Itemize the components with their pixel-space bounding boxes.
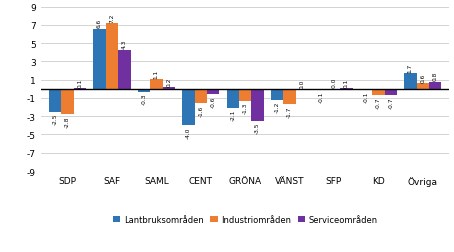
Text: -0.1: -0.1 <box>319 91 324 103</box>
Text: 7.2: 7.2 <box>109 14 114 23</box>
Bar <box>227 89 239 109</box>
Bar <box>163 88 175 89</box>
Bar <box>150 79 163 89</box>
Bar <box>207 89 219 95</box>
Text: 1.1: 1.1 <box>154 69 159 78</box>
Bar <box>340 88 353 89</box>
Bar <box>360 89 372 90</box>
Text: -0.7: -0.7 <box>388 97 393 108</box>
Bar <box>106 24 118 89</box>
Text: -1.6: -1.6 <box>198 105 203 116</box>
Text: 0.1: 0.1 <box>344 78 349 87</box>
Text: 0.0: 0.0 <box>300 79 305 88</box>
Bar <box>93 29 106 89</box>
Bar <box>252 89 264 121</box>
Bar <box>283 89 296 105</box>
Bar <box>316 89 328 90</box>
Text: -0.0: -0.0 <box>331 77 336 88</box>
Bar <box>404 74 417 89</box>
Text: -0.6: -0.6 <box>211 96 216 107</box>
Text: -2.1: -2.1 <box>230 110 235 121</box>
Bar <box>61 89 74 115</box>
Text: -2.8: -2.8 <box>65 116 70 128</box>
Text: 0.1: 0.1 <box>78 78 83 87</box>
Bar <box>194 89 207 104</box>
Bar <box>138 89 150 92</box>
Text: -3.5: -3.5 <box>255 122 260 134</box>
Text: 0.2: 0.2 <box>166 77 171 86</box>
Text: -0.7: -0.7 <box>376 97 381 108</box>
Bar <box>182 89 194 126</box>
Text: -2.5: -2.5 <box>53 113 58 125</box>
Text: 6.6: 6.6 <box>97 19 102 28</box>
Bar <box>49 89 61 112</box>
Legend: Lantbruksområden, Industriområden, Serviceområden: Lantbruksområden, Industriområden, Servi… <box>109 211 381 227</box>
Bar <box>118 50 131 89</box>
Text: 1.7: 1.7 <box>408 64 413 73</box>
Bar <box>429 82 441 89</box>
Text: 4.3: 4.3 <box>122 40 127 49</box>
Bar <box>417 84 429 89</box>
Bar <box>271 89 283 100</box>
Bar <box>74 88 86 89</box>
Text: -1.2: -1.2 <box>275 102 280 113</box>
Text: -4.0: -4.0 <box>186 127 191 138</box>
Text: 0.8: 0.8 <box>433 72 438 81</box>
Text: 0.6: 0.6 <box>420 74 425 83</box>
Bar <box>385 89 397 96</box>
Text: -1.7: -1.7 <box>287 106 292 117</box>
Text: -0.3: -0.3 <box>141 93 146 105</box>
Text: -0.1: -0.1 <box>364 91 369 103</box>
Text: -1.3: -1.3 <box>242 102 248 114</box>
Bar <box>372 89 385 96</box>
Bar <box>239 89 252 101</box>
